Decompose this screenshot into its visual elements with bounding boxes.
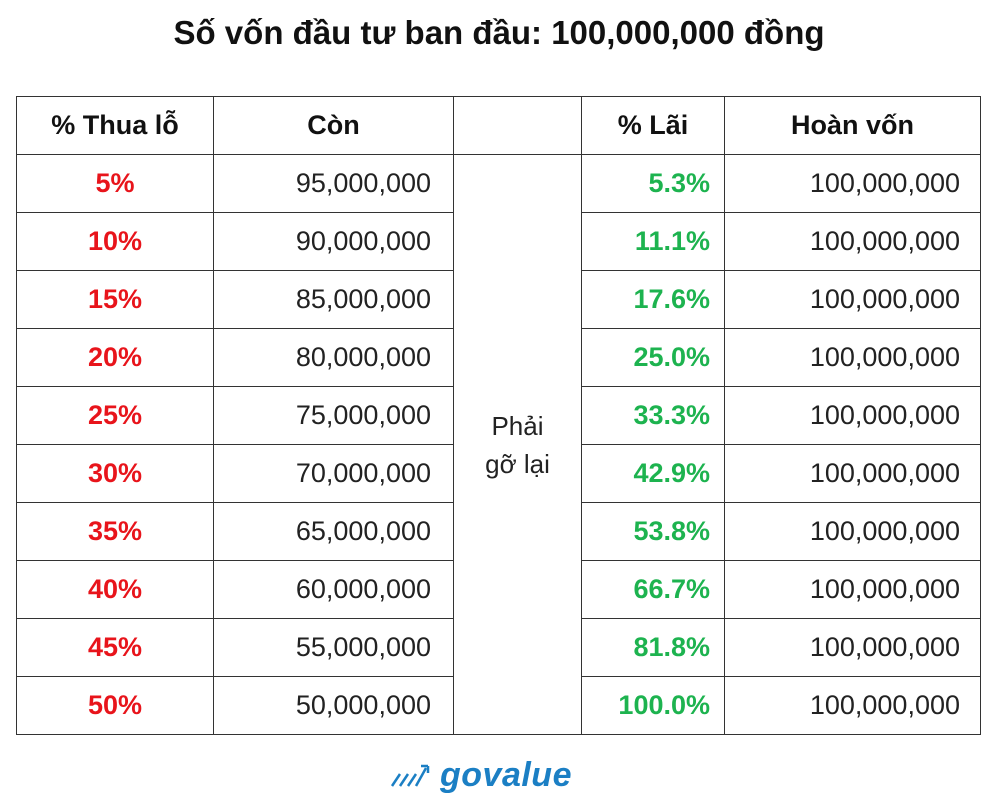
table-row: 50% 50,000,000 100.0% 100,000,000	[16, 676, 981, 735]
remaining-cell: 80,000,000	[213, 328, 454, 387]
logo-text: govalue	[440, 755, 572, 794]
gain-cell: 5.3%	[581, 154, 725, 213]
recover-cell: 100,000,000	[724, 502, 981, 561]
table-row: 35% 65,000,000 53.8% 100,000,000	[16, 502, 981, 561]
column-header: Hoàn vốn	[724, 96, 981, 155]
table-row: 15% 85,000,000 17.6% 100,000,000	[16, 270, 981, 329]
remaining-cell: 90,000,000	[213, 212, 454, 271]
gain-cell: 53.8%	[581, 502, 725, 561]
table-row: 5% 95,000,000 Phải gỡ lại 5.3% 100,000,000	[16, 154, 981, 735]
gain-cell: 33.3%	[581, 386, 725, 445]
gain-cell: 100.0%	[581, 676, 725, 735]
table-row: 30% 70,000,000 42.9% 100,000,000	[16, 444, 981, 503]
loss-cell: 10%	[16, 212, 214, 271]
recover-cell: 100,000,000	[724, 676, 981, 735]
recover-cell: 100,000,000	[724, 212, 981, 271]
header-row: % Thua lỗ Còn % Lãi Hoàn vốn	[16, 96, 981, 155]
empty-header	[453, 96, 582, 155]
recover-cell: 100,000,000	[724, 386, 981, 445]
note-line: gỡ lại	[485, 448, 550, 479]
remaining-cell: 50,000,000	[213, 676, 454, 735]
recover-cell: 100,000,000	[724, 444, 981, 503]
gain-cell: 81.8%	[581, 618, 725, 677]
recover-cell: 100,000,000	[724, 154, 981, 213]
table: % Thua lỗ Còn % Lãi Hoàn vốn 5% 95,000,00…	[16, 96, 981, 735]
loss-cell: 45%	[16, 618, 214, 677]
gain-cell: 17.6%	[581, 270, 725, 329]
recover-cell: 100,000,000	[724, 328, 981, 387]
note-line: Phải	[491, 410, 544, 441]
loss-cell: 15%	[16, 270, 214, 329]
remaining-cell: 75,000,000	[213, 386, 454, 445]
table-row: 25% 75,000,000 33.3% 100,000,000	[16, 386, 981, 445]
logo-icon	[390, 764, 430, 787]
merged-note: Phải gỡ lại	[453, 154, 582, 735]
recover-cell: 100,000,000	[724, 618, 981, 677]
remaining-cell: 85,000,000	[213, 270, 454, 329]
gain-cell: 25.0%	[581, 328, 725, 387]
gain-cell: 11.1%	[581, 212, 725, 271]
loss-cell: 25%	[16, 386, 214, 445]
table-row: 20% 80,000,000 25.0% 100,000,000	[16, 328, 981, 387]
loss-cell: 50%	[16, 676, 214, 735]
loss-cell: 30%	[16, 444, 214, 503]
column-header: % Lãi	[581, 96, 725, 155]
remaining-cell: 95,000,000	[213, 154, 454, 213]
recover-cell: 100,000,000	[724, 270, 981, 329]
column-header: Còn	[213, 96, 454, 155]
loss-cell: 20%	[16, 328, 214, 387]
remaining-cell: 55,000,000	[213, 618, 454, 677]
gain-cell: 42.9%	[581, 444, 725, 503]
remaining-cell: 70,000,000	[213, 444, 454, 503]
logo: govalue	[388, 755, 572, 795]
table-body: 5% 95,000,000 Phải gỡ lại 5.3% 100,000,000 10%…	[16, 154, 981, 735]
loss-cell: 40%	[16, 560, 214, 619]
gain-cell: 66.7%	[581, 560, 725, 619]
loss-cell: 35%	[16, 502, 214, 561]
title: Số vốn đầu tư ban đầu: 100,000,000 đồng	[173, 14, 825, 51]
remaining-cell: 65,000,000	[213, 502, 454, 561]
loss-cell: 5%	[16, 154, 214, 213]
table-row: 40% 60,000,000 66.7% 100,000,000	[16, 560, 981, 619]
column-header: % Thua lỗ	[16, 96, 214, 155]
remaining-cell: 60,000,000	[213, 560, 454, 619]
recover-cell: 100,000,000	[724, 560, 981, 619]
